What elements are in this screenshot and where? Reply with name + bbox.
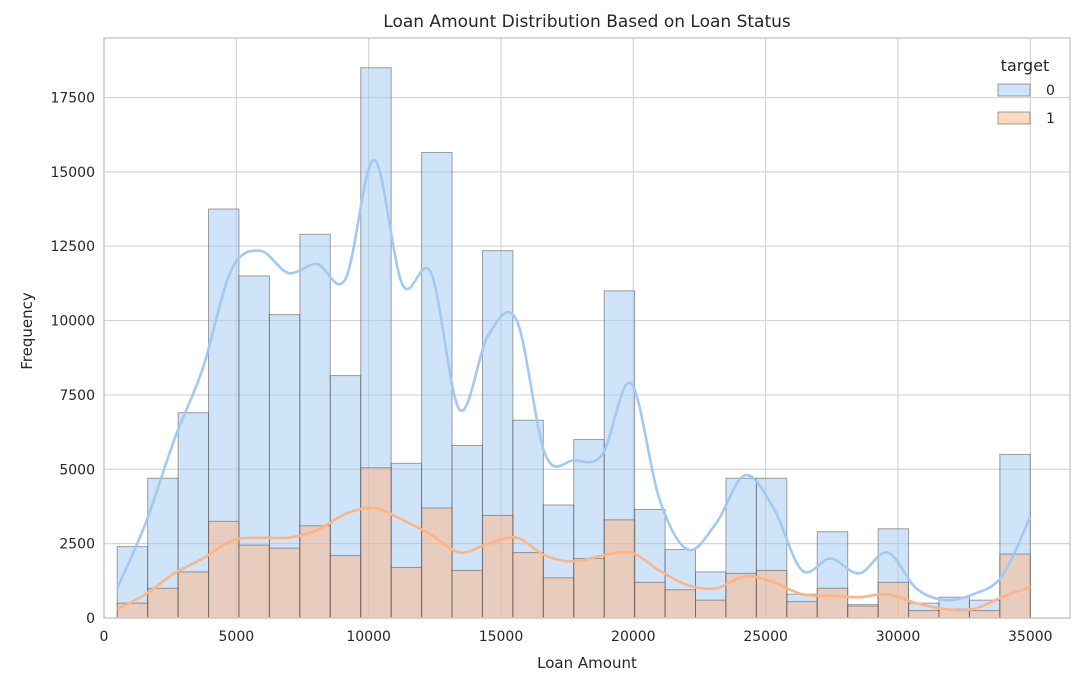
x-tick-labels: 0 5000 10000 15000 20000 25000 30000 35000 [100,629,1053,645]
x-tick-label: 30000 [876,629,921,645]
bar [177,571,210,619]
plot-border [103,37,1071,619]
bar [268,547,301,619]
kde-curves [116,158,1032,612]
bar [634,581,666,619]
bar [116,602,149,619]
bar [603,519,636,619]
bar [360,467,392,619]
bar [786,601,818,619]
x-tick-label: 35000 [1008,629,1053,645]
bar [542,577,575,619]
y-tick-label: 0 [86,611,95,627]
y-tick-label: 12500 [50,239,95,255]
bar [299,525,331,619]
legend-item-1: 1 [997,111,1055,127]
y-tick-label: 2500 [59,537,95,553]
bar [664,589,697,619]
legend-swatch-1 [997,111,1031,125]
y-tick-label: 7500 [59,388,95,404]
bar [421,507,453,619]
bar [329,555,362,619]
bar [208,520,240,619]
x-tick-label: 10000 [346,629,391,645]
legend: target 0 1 [997,56,1055,127]
bar [725,572,757,619]
x-tick-label: 20000 [611,629,656,645]
bar [968,610,1001,619]
bar [999,553,1031,619]
legend-item-0: 0 [997,83,1055,99]
legend-label-0: 0 [1046,83,1055,99]
kde-line-0 [116,158,1032,602]
x-tick-label: 5000 [219,629,255,645]
bar [573,558,605,619]
x-tick-label: 25000 [743,629,788,645]
bar [908,610,940,619]
bar [816,587,849,619]
y-tick-labels: 0 2500 5000 7500 10000 12500 15000 17500 [50,90,95,627]
bar [847,605,879,619]
legend-swatch-0 [997,83,1031,97]
bar [238,544,270,619]
bar [695,599,727,619]
x-tick-label: 15000 [479,629,524,645]
x-axis-label: Loan Amount [537,654,637,672]
bar [512,552,544,619]
bar [451,569,483,619]
y-tick-label: 5000 [59,462,95,478]
chart-title: Loan Amount Distribution Based on Loan S… [383,12,791,32]
bar-series-1 [116,467,1031,619]
legend-title: target [1001,56,1050,75]
legend-label-1: 1 [1046,111,1055,127]
bar [147,587,179,619]
y-tick-label: 10000 [50,314,95,330]
y-tick-label: 15000 [50,165,95,181]
x-tick-label: 0 [100,629,109,645]
y-tick-label: 17500 [50,90,95,106]
y-axis-label: Frequency [18,292,36,370]
kde-line-1 [116,506,1031,612]
bar [481,514,514,619]
bar [390,566,423,619]
